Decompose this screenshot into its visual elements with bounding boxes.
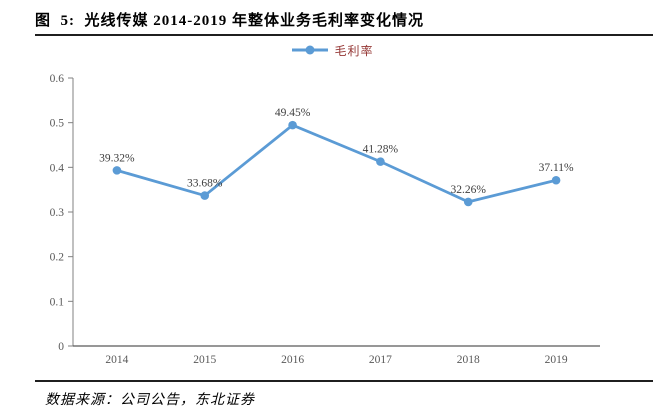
data-point-label: 49.45% [275,107,311,119]
data-point-label: 33.68% [187,178,223,190]
data-point [112,166,122,175]
legend-dot-icon [305,45,315,55]
chart-legend: 毛利率 [0,42,665,58]
legend-marker-icon [292,45,329,55]
y-axis-tick-label: 0.5 [50,118,65,130]
data-point-label: 39.32% [99,152,135,164]
legend-label: 毛利率 [334,43,374,58]
y-axis-tick-label: 0.6 [50,73,65,85]
data-point-label: 41.28% [363,144,399,156]
data-source-note: 数据来源：公司公告，东北证券 [45,393,255,408]
x-axis-label: 2014 [105,354,128,366]
y-axis-tick-label: 0.4 [50,162,65,174]
x-axis-label: 2019 [545,354,568,366]
x-axis-label: 2016 [281,354,304,366]
data-point [288,120,297,130]
x-axis-label: 2015 [193,354,216,366]
y-axis-tick-label: 0.2 [50,252,65,264]
figure-title-block: 图 5: 光线传媒 2014-2019 年整体业务毛利率变化情况 [35,0,653,36]
figure-footer-block: 数据来源：公司公告，东北证券 [35,380,653,409]
y-axis-tick-label: 0.1 [50,296,65,308]
data-point [463,197,473,207]
series-line [115,123,558,204]
data-point-label: 32.26% [451,184,487,196]
y-axis-tick-label: 0 [58,341,64,353]
figure-title: 图 5: 光线传媒 2014-2019 年整体业务毛利率变化情况 [35,13,424,29]
data-point [376,157,385,166]
y-axis-tick-label: 0.3 [50,207,65,219]
line-chart: 0 0.1 0.2 0.3 0.4 0.5 0.6 2014 2015 2016 2017 2018 2… [50,73,600,366]
data-point [551,175,561,185]
x-axis-label: 2017 [369,354,392,366]
x-axis-label: 2018 [457,354,480,366]
data-point [200,191,210,200]
data-point-label: 37.11% [539,162,574,174]
